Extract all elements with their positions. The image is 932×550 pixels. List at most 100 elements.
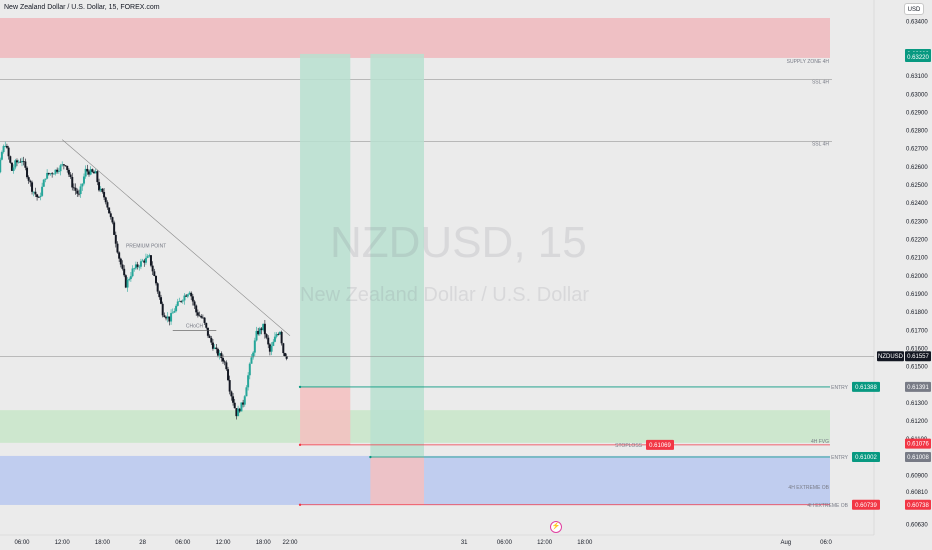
candle-body[interactable]	[77, 193, 80, 195]
candle-body[interactable]	[262, 323, 265, 331]
candle-body[interactable]	[21, 161, 23, 163]
candle-body[interactable]	[42, 179, 45, 187]
candle-body[interactable]	[15, 160, 18, 163]
candle-body[interactable]	[128, 279, 131, 280]
candle-body[interactable]	[116, 243, 119, 253]
candle-body[interactable]	[94, 171, 97, 174]
candle-body[interactable]	[64, 165, 67, 167]
candle-body[interactable]	[4, 145, 7, 147]
candle-body[interactable]	[240, 402, 243, 412]
candle-body[interactable]	[206, 327, 209, 336]
candle-body[interactable]	[170, 313, 173, 322]
position-target-long-2[interactable]	[370, 53, 424, 458]
candle-body[interactable]	[19, 161, 22, 163]
candle-body[interactable]	[22, 161, 25, 162]
candle-body[interactable]	[106, 202, 109, 208]
candle-body[interactable]	[282, 343, 285, 354]
candle-body[interactable]	[9, 156, 12, 163]
candle-body[interactable]	[278, 331, 281, 335]
candle-body[interactable]	[103, 192, 106, 198]
candle-body[interactable]	[163, 315, 166, 318]
candle-body[interactable]	[273, 336, 276, 342]
candle-body[interactable]	[165, 317, 168, 319]
candle-body[interactable]	[225, 362, 228, 370]
candle-body[interactable]	[173, 311, 176, 313]
candle-body[interactable]	[203, 317, 206, 323]
candle-body[interactable]	[126, 279, 129, 288]
candle-body[interactable]	[27, 177, 30, 181]
candle-body[interactable]	[24, 161, 27, 168]
candle-body[interactable]	[196, 312, 199, 316]
candle-body[interactable]	[260, 328, 263, 331]
position-stop-long-2[interactable]	[370, 457, 424, 505]
position-stop-long-1[interactable]	[300, 386, 351, 445]
candle-body[interactable]	[2, 146, 5, 153]
candle-body[interactable]	[36, 194, 39, 198]
candle-body[interactable]	[223, 361, 226, 363]
candle-body[interactable]	[113, 222, 116, 235]
candle-body[interactable]	[76, 190, 79, 194]
candle-body[interactable]	[10, 162, 13, 171]
candle-body[interactable]	[230, 391, 233, 397]
candle-body[interactable]	[34, 191, 37, 195]
candle-body[interactable]	[123, 268, 126, 276]
candle-body[interactable]	[248, 363, 251, 376]
candle-body[interactable]	[277, 334, 280, 335]
candle-body[interactable]	[44, 178, 47, 180]
position-target-long-1[interactable]	[300, 53, 351, 387]
candle-body[interactable]	[250, 357, 253, 364]
candle-body[interactable]	[176, 301, 179, 306]
candle-body[interactable]	[79, 186, 82, 195]
candle-body[interactable]	[101, 188, 104, 193]
candle-body[interactable]	[7, 147, 10, 157]
candle-body[interactable]	[193, 301, 196, 306]
candle-body[interactable]	[190, 292, 193, 297]
candle-body[interactable]	[5, 145, 8, 148]
candle-body[interactable]	[29, 180, 32, 183]
candle-body[interactable]	[186, 294, 189, 297]
candle-body[interactable]	[146, 256, 149, 258]
candle-body[interactable]	[153, 271, 156, 276]
candle-body[interactable]	[228, 380, 231, 392]
candle-body[interactable]	[67, 169, 70, 175]
candle-body[interactable]	[158, 291, 161, 298]
candle-body[interactable]	[133, 268, 136, 270]
candle-body[interactable]	[242, 402, 245, 405]
candle-body[interactable]	[227, 369, 230, 381]
candle-body[interactable]	[149, 255, 152, 266]
candle-body[interactable]	[14, 160, 17, 168]
candle-body[interactable]	[180, 300, 183, 302]
candle-body[interactable]	[283, 353, 286, 357]
candle-body[interactable]	[86, 168, 89, 172]
candle-body[interactable]	[151, 265, 154, 272]
candle-body[interactable]	[81, 183, 84, 187]
candle-body[interactable]	[114, 234, 117, 244]
candle-body[interactable]	[98, 182, 101, 191]
candle-body[interactable]	[198, 315, 201, 317]
candle-body[interactable]	[139, 261, 142, 267]
candle-body[interactable]	[26, 167, 29, 178]
candle-body[interactable]	[41, 186, 44, 196]
candle-body[interactable]	[257, 330, 260, 335]
candle-body[interactable]	[280, 331, 283, 344]
candle-body[interactable]	[69, 174, 72, 178]
candle-body[interactable]	[245, 387, 248, 397]
candle-body[interactable]	[59, 165, 62, 172]
candle-body[interactable]	[46, 172, 49, 179]
candle-body[interactable]	[216, 349, 219, 356]
candle-body[interactable]	[119, 258, 122, 265]
candle-body[interactable]	[54, 169, 57, 174]
candle-body[interactable]	[0, 152, 3, 160]
candle-body[interactable]	[210, 337, 213, 343]
candle-body[interactable]	[263, 323, 266, 335]
candle-body[interactable]	[12, 167, 15, 171]
candle-body[interactable]	[61, 164, 64, 166]
candle-body[interactable]	[141, 260, 144, 262]
candle-body[interactable]	[247, 375, 250, 388]
candle-body[interactable]	[104, 197, 107, 203]
candle-body[interactable]	[118, 252, 121, 259]
candle-body[interactable]	[237, 408, 240, 417]
candle-body[interactable]	[195, 305, 198, 313]
candle-body[interactable]	[235, 408, 238, 417]
candle-body[interactable]	[138, 266, 141, 268]
